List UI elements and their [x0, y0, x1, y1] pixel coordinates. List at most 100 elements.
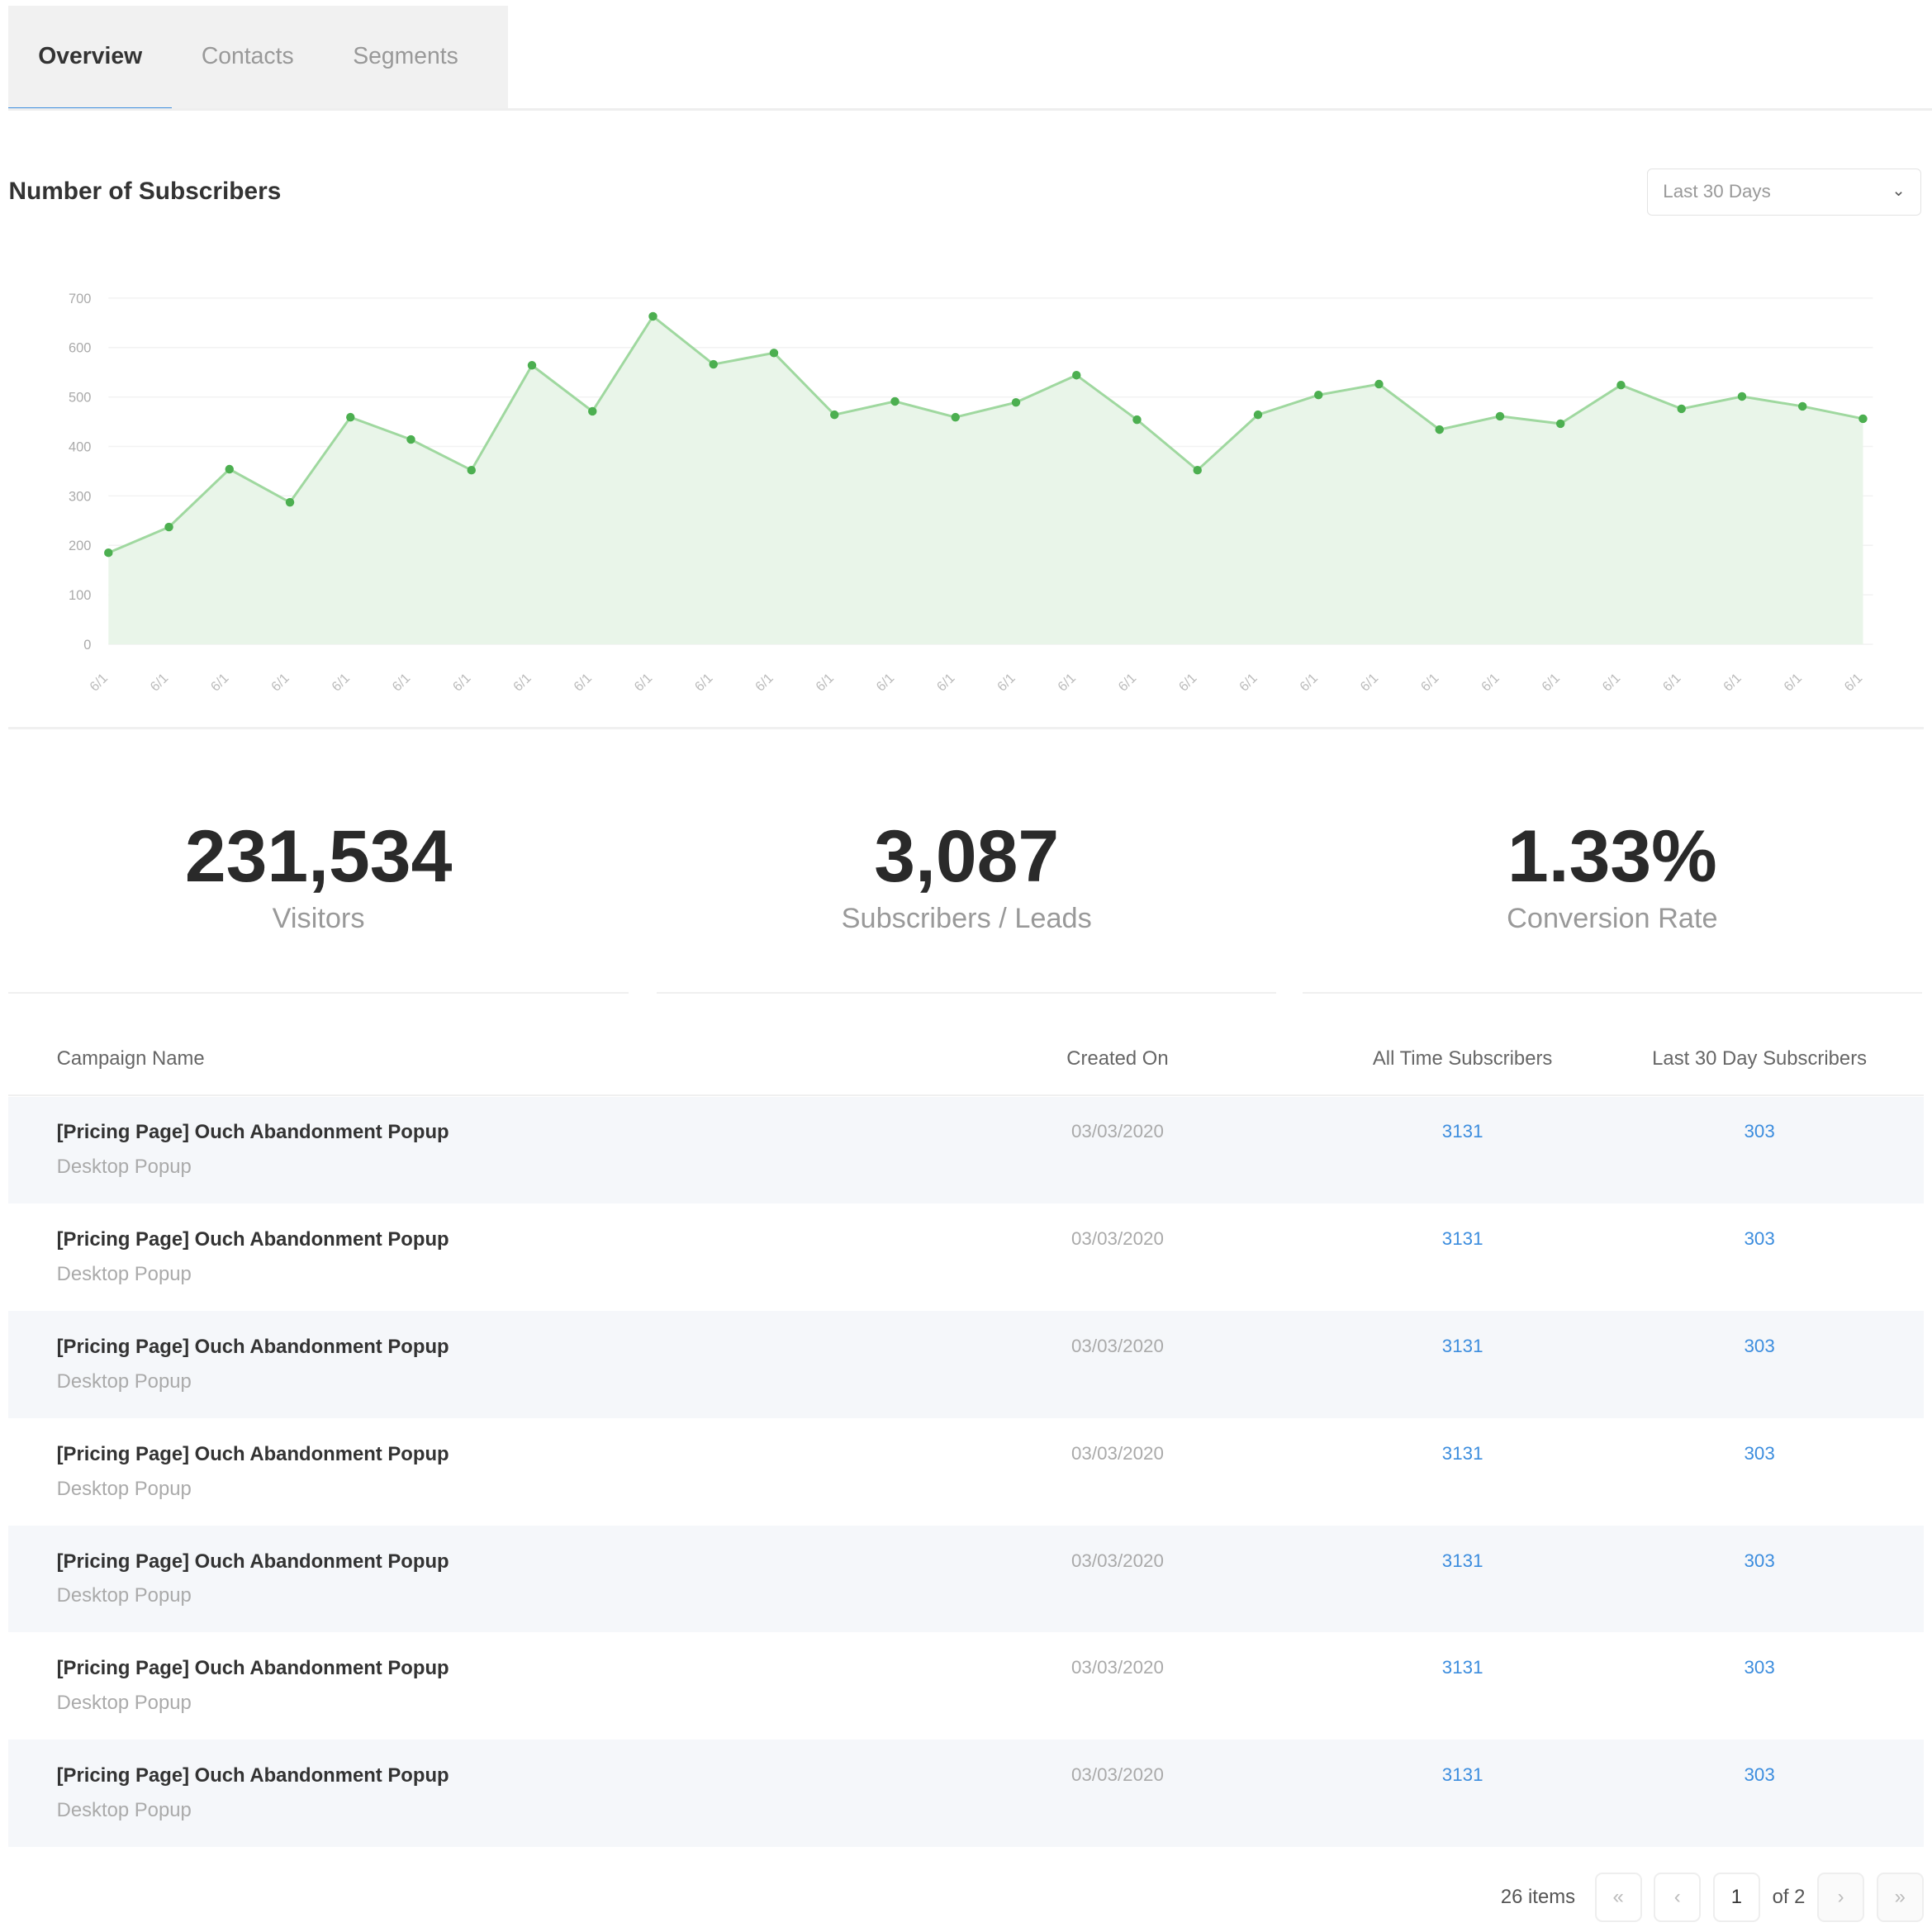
next-page-button[interactable]: ›	[1817, 1873, 1864, 1923]
data-point	[104, 548, 113, 558]
all-time-subscribers[interactable]: 3131	[1441, 1121, 1483, 1142]
y-tick-label: 0	[83, 638, 91, 653]
campaign-name: [Pricing Page] Ouch Abandonment Popup	[56, 1550, 449, 1573]
data-point	[1737, 392, 1747, 401]
all-time-subscribers[interactable]: 3131	[1441, 1335, 1483, 1356]
stat-value: 231,534	[184, 814, 453, 897]
data-point	[1193, 466, 1202, 475]
campaign-name: [Pricing Page] Ouch Abandonment Popup	[56, 1442, 449, 1465]
y-tick-label: 100	[69, 588, 91, 603]
tab-divider	[8, 108, 1932, 112]
x-tick-label: 6/1	[268, 671, 292, 695]
data-point	[709, 360, 718, 369]
series-line	[107, 314, 1863, 554]
x-tick-label: 6/1	[450, 671, 474, 695]
table-row[interactable]: [Pricing Page] Ouch Abandonment Popup Des…	[8, 1203, 1923, 1311]
x-tick-label: 6/1	[1479, 671, 1502, 695]
all-time-subscribers[interactable]: 3131	[1441, 1657, 1483, 1678]
data-point	[527, 361, 537, 370]
data-point	[1132, 415, 1142, 425]
created-on: 03/03/2020	[1071, 1550, 1164, 1571]
data-point	[225, 464, 234, 474]
created-on: 03/03/2020	[1071, 1228, 1164, 1250]
all-time-subscribers[interactable]: 3131	[1441, 1550, 1483, 1571]
data-point	[285, 498, 295, 507]
stat-label: Subscribers / Leads	[841, 903, 1092, 935]
all-time-subscribers[interactable]: 3131	[1441, 1442, 1483, 1464]
table-row[interactable]: [Pricing Page] Ouch Abandonment Popup Des…	[8, 1096, 1924, 1204]
all-time-subscribers[interactable]: 3131	[1441, 1228, 1483, 1250]
created-on: 03/03/2020	[1071, 1335, 1164, 1356]
x-tick-label: 6/1	[873, 671, 897, 695]
header-all-time[interactable]: All Time Subscribers	[1372, 1047, 1553, 1070]
x-tick-label: 6/1	[1660, 671, 1684, 695]
tab-contacts[interactable]: Contacts	[201, 43, 294, 70]
data-point	[1677, 404, 1686, 414]
last-30-day-subscribers[interactable]: 303	[1744, 1335, 1775, 1356]
campaign-type: Desktop Popup	[56, 1798, 192, 1821]
last-page-button[interactable]: »	[1876, 1873, 1924, 1923]
y-tick-label: 600	[69, 341, 91, 356]
page-number-input[interactable]: 1	[1713, 1873, 1760, 1923]
created-on: 03/03/2020	[1071, 1657, 1164, 1678]
first-page-button[interactable]: «	[1594, 1873, 1642, 1923]
campaign-type: Desktop Popup	[56, 1584, 192, 1607]
last-30-day-subscribers[interactable]: 303	[1744, 1228, 1775, 1250]
x-tick-label: 6/1	[1055, 671, 1079, 695]
last-30-day-subscribers[interactable]: 303	[1744, 1764, 1775, 1786]
last-30-day-subscribers[interactable]: 303	[1744, 1121, 1775, 1142]
x-tick-label: 6/1	[1176, 671, 1200, 695]
x-tick-label: 6/1	[87, 671, 111, 695]
x-tick-label: 6/1	[631, 671, 655, 695]
x-tick-label: 6/1	[994, 671, 1018, 695]
x-tick-label: 6/1	[1599, 671, 1623, 695]
tab-overview[interactable]: Overview	[8, 6, 173, 112]
all-time-subscribers[interactable]: 3131	[1441, 1764, 1483, 1786]
created-on: 03/03/2020	[1071, 1442, 1164, 1464]
campaign-name: [Pricing Page] Ouch Abandonment Popup	[56, 1764, 449, 1787]
data-point	[769, 349, 779, 358]
x-tick-label: 6/1	[147, 671, 171, 695]
date-range-value: Last 30 Days	[1663, 181, 1771, 202]
created-on: 03/03/2020	[1071, 1121, 1164, 1142]
table-row[interactable]: [Pricing Page] Ouch Abandonment Popup Des…	[8, 1740, 1924, 1848]
last-30-day-subscribers[interactable]: 303	[1744, 1550, 1775, 1571]
x-tick-label: 6/1	[389, 671, 413, 695]
date-range-select[interactable]: Last 30 Days ⌄	[1647, 169, 1921, 216]
tab-segments[interactable]: Segments	[353, 43, 458, 70]
x-tick-label: 6/1	[208, 671, 232, 695]
prev-page-button[interactable]: ‹	[1654, 1873, 1702, 1923]
data-point	[1314, 391, 1323, 400]
data-point	[648, 311, 657, 321]
data-point	[1253, 411, 1263, 420]
y-tick-label: 500	[69, 391, 91, 406]
campaign-name: [Pricing Page] Ouch Abandonment Popup	[56, 1335, 449, 1358]
header-last-30[interactable]: Last 30 Day Subscribers	[1652, 1047, 1868, 1070]
y-tick-label: 700	[69, 292, 91, 306]
header-created-on[interactable]: Created On	[1066, 1047, 1169, 1070]
x-tick-label: 6/1	[752, 671, 776, 695]
table-row[interactable]: [Pricing Page] Ouch Abandonment Popup Des…	[8, 1418, 1923, 1526]
x-tick-label: 6/1	[934, 671, 958, 695]
table-row[interactable]: [Pricing Page] Ouch Abandonment Popup Des…	[8, 1633, 1923, 1740]
last-30-day-subscribers[interactable]: 303	[1744, 1657, 1775, 1678]
section-title: Number of Subscribers	[8, 177, 282, 205]
divider	[8, 727, 1924, 730]
last-30-day-subscribers[interactable]: 303	[1744, 1442, 1775, 1464]
x-tick-label: 6/1	[1418, 671, 1442, 695]
page-total: of 2	[1772, 1886, 1806, 1909]
table-row[interactable]: [Pricing Page] Ouch Abandonment Popup Des…	[8, 1311, 1924, 1418]
campaign-name: [Pricing Page] Ouch Abandonment Popup	[56, 1228, 449, 1251]
data-point	[1616, 381, 1626, 390]
data-point	[1555, 419, 1565, 429]
x-tick-label: 6/1	[1297, 671, 1321, 695]
x-tick-label: 6/1	[1539, 671, 1563, 695]
stat-label: Conversion Rate	[1507, 903, 1718, 935]
subscribers-chart: 0 100 200 300 400 500 600 700 6/1 6/1 6/1 6/1 6/1 6/1…	[69, 292, 1873, 695]
stat-card-visitors: 231,534 Visitors	[8, 752, 629, 994]
x-tick-label: 6/1	[1237, 671, 1260, 695]
campaign-type: Desktop Popup	[56, 1692, 192, 1715]
table-row[interactable]: [Pricing Page] Ouch Abandonment Popup Des…	[8, 1525, 1924, 1633]
y-tick-label: 400	[69, 440, 91, 455]
header-campaign-name[interactable]: Campaign Name	[56, 1047, 205, 1070]
